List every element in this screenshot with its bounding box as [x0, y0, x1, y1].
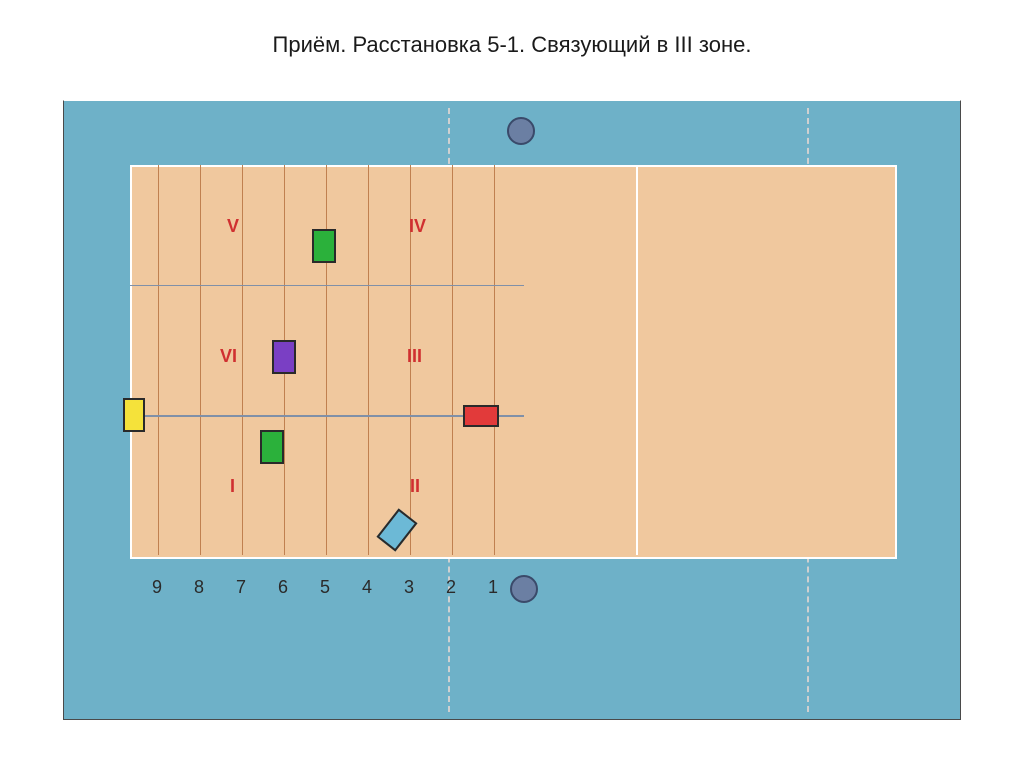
grid-vline — [368, 165, 369, 555]
axis-label: 4 — [362, 577, 372, 598]
axis-label: 2 — [446, 577, 456, 598]
zone-hline — [130, 285, 524, 286]
axis-label: 3 — [404, 577, 414, 598]
axis-label: 7 — [236, 577, 246, 598]
player-green-2 — [260, 430, 284, 464]
grid-vline — [242, 165, 243, 555]
player-red — [463, 405, 499, 427]
player-green-1 — [312, 229, 336, 263]
volleyball-court — [130, 165, 897, 559]
diagram-title: Приём. Расстановка 5-1. Связующий в III … — [0, 32, 1024, 58]
zone-label: III — [407, 346, 422, 367]
ball-bottom — [510, 575, 538, 603]
axis-label: 9 — [152, 577, 162, 598]
grid-vline — [494, 165, 495, 555]
zone-label: II — [410, 476, 420, 497]
zone-label: VI — [220, 346, 237, 367]
player-yellow — [123, 398, 145, 432]
zone-label: IV — [409, 216, 426, 237]
grid-vline — [326, 165, 327, 555]
axis-label: 6 — [278, 577, 288, 598]
player-purple — [272, 340, 296, 374]
axis-label: 8 — [194, 577, 204, 598]
attack-line — [636, 165, 638, 555]
grid-vline — [158, 165, 159, 555]
zone-label: V — [227, 216, 239, 237]
zone-label: I — [230, 476, 235, 497]
grid-vline — [452, 165, 453, 555]
axis-label: 5 — [320, 577, 330, 598]
grid-vline — [200, 165, 201, 555]
ball-top — [507, 117, 535, 145]
axis-label: 1 — [488, 577, 498, 598]
